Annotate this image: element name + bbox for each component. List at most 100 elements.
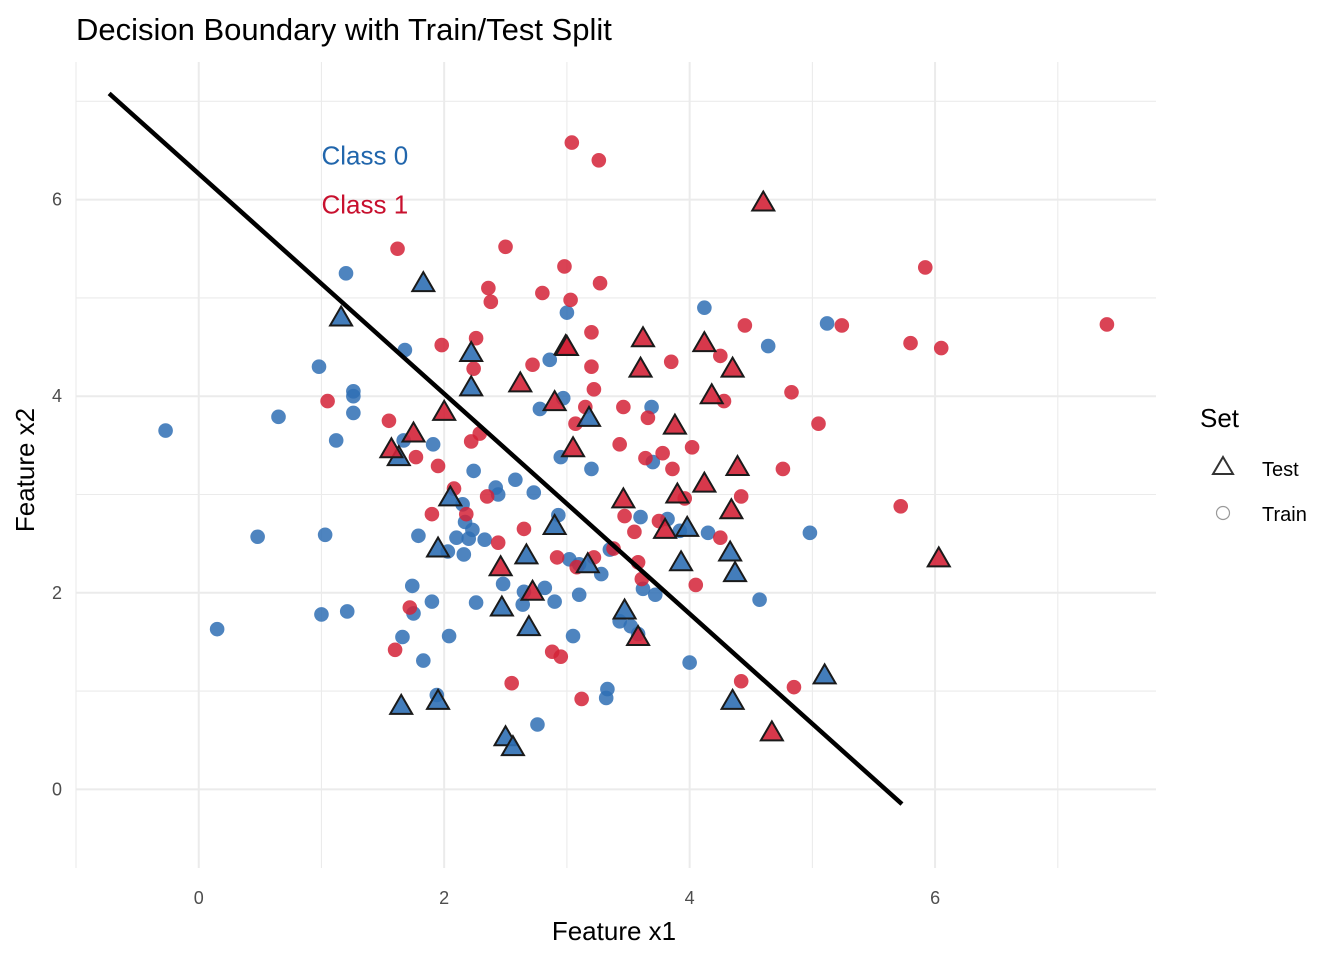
train-point-class0 bbox=[697, 300, 712, 316]
train-point-class1 bbox=[663, 354, 679, 370]
legend-circle-icon bbox=[1215, 505, 1231, 521]
train-point-class1 bbox=[468, 330, 484, 346]
train-point-class0 bbox=[508, 472, 523, 488]
train-point-class0 bbox=[565, 628, 581, 644]
test-point-class1 bbox=[718, 497, 745, 520]
train-point-class0 bbox=[598, 690, 614, 706]
train-point-class1 bbox=[684, 440, 700, 455]
test-point-class1 bbox=[691, 470, 718, 493]
train-point-class1 bbox=[563, 292, 578, 308]
train-point-class0 bbox=[465, 522, 480, 538]
train-point-class1 bbox=[627, 524, 642, 540]
test-point-class1 bbox=[507, 370, 534, 393]
train-point-class0 bbox=[682, 655, 697, 670]
train-point-class1 bbox=[737, 318, 753, 333]
train-point-class1 bbox=[586, 382, 602, 397]
test-point-class1 bbox=[610, 486, 637, 509]
train-point-class0 bbox=[547, 594, 562, 609]
train-point-class0 bbox=[424, 594, 440, 609]
train-point-class0 bbox=[346, 405, 361, 421]
train-point-class1 bbox=[733, 673, 749, 689]
train-point-class0 bbox=[328, 433, 344, 448]
train-point-class1 bbox=[584, 325, 599, 340]
annotation-class-0: Class 0 bbox=[321, 140, 408, 170]
test-point-class0 bbox=[410, 270, 437, 293]
train-point-class1 bbox=[553, 649, 569, 664]
train-point-class1 bbox=[665, 461, 680, 477]
train-point-class1 bbox=[430, 458, 446, 474]
x-tick-label: 4 bbox=[685, 888, 695, 908]
y-tick-label: 4 bbox=[52, 386, 62, 406]
test-point-class0 bbox=[722, 560, 748, 583]
train-point-class1 bbox=[893, 498, 909, 514]
train-point-class1 bbox=[713, 530, 728, 546]
train-point-class0 bbox=[584, 461, 599, 477]
test-point-class0 bbox=[576, 404, 602, 427]
legend-label-train: Train bbox=[1262, 504, 1307, 526]
train-point-class0 bbox=[395, 629, 410, 645]
train-point-class1 bbox=[733, 489, 749, 504]
train-point-class0 bbox=[559, 305, 575, 320]
train-point-class1 bbox=[568, 416, 583, 432]
train-point-class0 bbox=[571, 587, 587, 603]
test-point-class1 bbox=[926, 545, 952, 568]
test-point-class1 bbox=[630, 325, 656, 348]
train-point-class0 bbox=[633, 509, 648, 525]
test-point-class0 bbox=[674, 514, 700, 537]
test-point-class0 bbox=[717, 539, 743, 562]
train-point-class0 bbox=[490, 487, 506, 502]
test-point-class1 bbox=[560, 435, 586, 458]
legend-title: Set bbox=[1200, 403, 1240, 433]
train-point-class1 bbox=[381, 413, 397, 429]
train-point-class0 bbox=[404, 578, 420, 594]
test-point-class1 bbox=[378, 436, 405, 459]
train-point-class1 bbox=[525, 357, 540, 373]
x-tick-label: 6 bbox=[930, 888, 940, 908]
test-point-class0 bbox=[458, 374, 484, 397]
train-point-class1 bbox=[481, 280, 496, 296]
test-point-class1 bbox=[691, 330, 718, 353]
train-point-class1 bbox=[564, 135, 580, 150]
train-point-class1 bbox=[617, 508, 632, 524]
train-point-class0 bbox=[466, 463, 481, 479]
train-point-class1 bbox=[479, 489, 495, 504]
y-tick-label: 6 bbox=[52, 190, 62, 210]
train-point-class1 bbox=[688, 577, 704, 593]
train-point-class0 bbox=[271, 409, 286, 425]
train-point-class0 bbox=[346, 388, 361, 404]
test-point-class1 bbox=[759, 719, 785, 742]
train-point-class1 bbox=[390, 241, 405, 257]
x-tick-label: 2 bbox=[439, 888, 449, 908]
legend-label-test: Test bbox=[1262, 459, 1299, 481]
train-point-class1 bbox=[1099, 317, 1115, 332]
legend-triangle-icon bbox=[1211, 455, 1235, 475]
test-point-class0 bbox=[575, 551, 601, 574]
legend: Set Test Train bbox=[1200, 403, 1307, 526]
test-point-class0 bbox=[611, 597, 638, 620]
test-point-class0 bbox=[719, 687, 746, 710]
train-point-class0 bbox=[311, 359, 327, 375]
train-point-class0 bbox=[158, 423, 173, 438]
train-point-class1 bbox=[592, 275, 608, 291]
train-point-class0 bbox=[700, 525, 716, 541]
train-point-class1 bbox=[713, 348, 728, 364]
train-point-class0 bbox=[752, 592, 767, 607]
train-point-class0 bbox=[411, 528, 426, 544]
train-point-class1 bbox=[535, 285, 550, 301]
train-point-class0 bbox=[802, 525, 818, 541]
train-point-class1 bbox=[775, 461, 791, 477]
train-point-class1 bbox=[466, 361, 481, 376]
y-tick-label: 0 bbox=[52, 779, 62, 799]
train-point-class1 bbox=[834, 318, 850, 333]
train-point-class1 bbox=[591, 152, 607, 168]
train-point-class0 bbox=[250, 529, 265, 545]
train-point-class1 bbox=[584, 359, 599, 375]
train-point-class1 bbox=[483, 294, 499, 310]
test-point-class1 bbox=[724, 453, 751, 476]
train-point-class0 bbox=[530, 717, 545, 732]
x-axis-label: Feature x1 bbox=[552, 916, 676, 946]
train-point-class1 bbox=[933, 340, 949, 356]
test-point-class1 bbox=[698, 382, 725, 405]
test-point-class1 bbox=[652, 516, 678, 539]
